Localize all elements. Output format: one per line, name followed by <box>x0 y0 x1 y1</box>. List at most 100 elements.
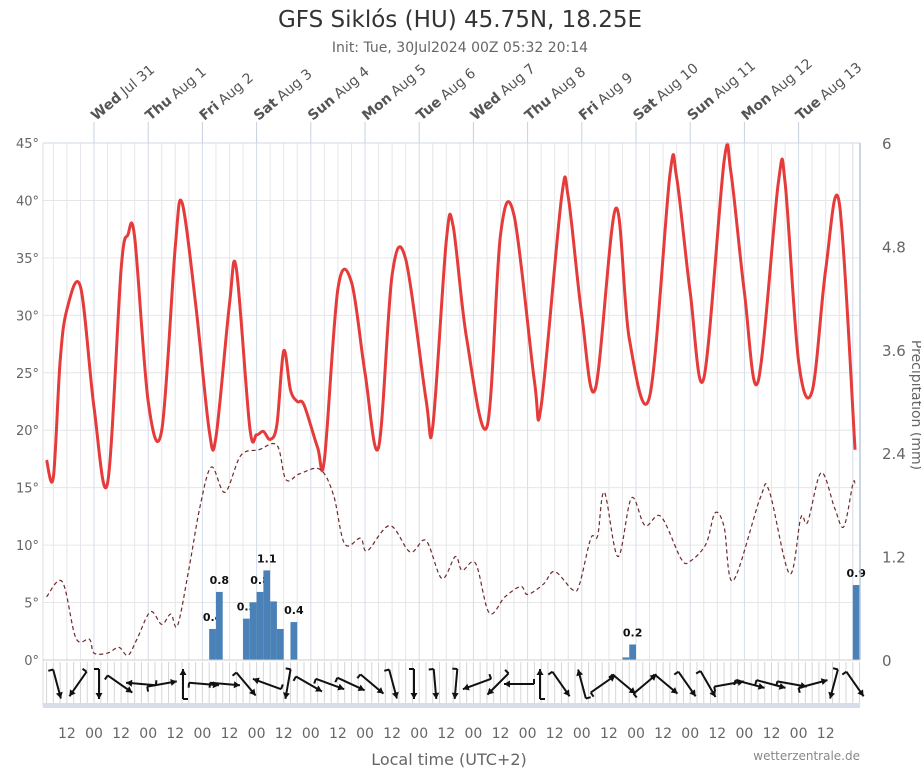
day-label-date: Aug 7 <box>497 61 538 99</box>
wind-arrow <box>536 669 545 700</box>
y-left-tick-label: 5° <box>24 597 39 612</box>
y-left-tick-label: 15° <box>16 482 39 497</box>
wind-arrow-barb <box>285 667 291 671</box>
x-tick-label: 00 <box>193 726 211 742</box>
wind-arrow-head <box>125 686 133 693</box>
day-label-date: Jul 31 <box>117 62 158 100</box>
wind-arrow-barb <box>547 670 553 676</box>
x-tick-label: 00 <box>573 726 591 742</box>
wind-arrow-barb <box>356 673 362 679</box>
wind-arrow-head <box>432 692 440 699</box>
x-tick-label: 00 <box>464 726 482 742</box>
y-right-tick-label: 6 <box>882 135 892 153</box>
x-tick-label: 00 <box>790 726 808 742</box>
wind-arrow-head <box>95 693 103 699</box>
precipitation-bar <box>622 657 630 660</box>
x-tick-label: 12 <box>492 726 510 742</box>
wind-arrow <box>486 669 510 696</box>
precipitation-bar <box>249 602 257 660</box>
wind-arrow-head <box>828 691 836 699</box>
x-tick-label: 12 <box>383 726 401 742</box>
wind-arrow <box>384 668 399 699</box>
credit-text[interactable]: wetterzentrale.de <box>753 749 860 763</box>
x-tick-label: 00 <box>410 726 428 742</box>
y-left-tick-label: 20° <box>16 424 39 439</box>
wind-arrow <box>504 679 535 688</box>
day-label-date: Aug 2 <box>215 70 256 108</box>
day-label: SatAug 3 <box>251 66 316 124</box>
grid <box>43 142 861 708</box>
x-tick-label: 00 <box>519 726 537 742</box>
wind-arrow-head <box>778 682 786 690</box>
precipitation-bar <box>290 622 298 660</box>
y-left-tick-label: 35° <box>16 252 39 267</box>
wind-arrow-barb <box>797 687 801 693</box>
wind-arrow-barb <box>589 692 595 698</box>
precipitation-bar <box>263 570 271 660</box>
wind-arrow <box>94 668 103 699</box>
wind-arrow <box>733 679 765 690</box>
wind-arrow-barb <box>334 677 339 683</box>
day-label-date: Aug 13 <box>817 60 865 104</box>
day-label-weekday: Mon <box>359 90 395 124</box>
wind-arrow-head <box>376 687 384 694</box>
time-axis-band <box>43 703 860 708</box>
wind-arrow <box>632 673 658 699</box>
wind-arrow <box>451 667 459 700</box>
y-left-tick-label: 25° <box>16 367 39 382</box>
day-label-date: Aug 4 <box>331 64 373 102</box>
x-tick-label: 00 <box>139 726 157 742</box>
dewpoint-line <box>46 442 856 657</box>
day-label-weekday: Tue <box>793 94 824 124</box>
wind-arrow <box>179 669 188 700</box>
day-label-date: Aug 12 <box>767 56 815 100</box>
wind-arrow-barb <box>504 669 510 675</box>
wind-arrow <box>48 668 63 699</box>
day-label-weekday: Thu <box>142 93 175 124</box>
wind-arrow-barb <box>832 667 839 671</box>
wind-arrow-head <box>628 687 636 694</box>
wind-arrow-head <box>410 693 418 699</box>
wind-arrow-barb <box>231 671 238 677</box>
wind-arrow <box>428 668 440 700</box>
x-tick-label: 00 <box>85 726 103 742</box>
precipitation-data-label: 0.8 <box>210 574 230 587</box>
wind-arrow-head <box>249 688 256 696</box>
y-left-tick-label: 0° <box>24 654 39 669</box>
wind-arrow <box>68 668 88 697</box>
y-left-tick-label: 40° <box>16 194 39 209</box>
wind-arrow-head <box>576 669 584 677</box>
wind-arrow <box>576 669 591 700</box>
wind-arrow-barb <box>608 673 614 679</box>
precipitation-bars: 0.40.80.50.81.10.40.20.9 <box>203 552 866 660</box>
day-label-date: Aug 3 <box>274 66 315 104</box>
x-tick-label: 12 <box>166 726 184 742</box>
x-tick-label: 12 <box>329 726 347 742</box>
wind-arrow <box>356 673 385 695</box>
wind-arrow-barb <box>713 686 717 692</box>
wind-arrow-head <box>179 669 187 675</box>
wind-arrow-head <box>126 679 133 687</box>
precipitation-data-label: 0.2 <box>623 626 643 639</box>
x-tick-label: 12 <box>654 726 672 742</box>
precipitation-bar <box>215 591 223 660</box>
day-label-date: Aug 10 <box>653 60 701 104</box>
wind-arrow-barb <box>488 673 493 680</box>
day-label-date: Aug 11 <box>711 58 759 102</box>
chart-subtitle: Init: Tue, 30Jul2024 00Z 05:32 20:14 <box>332 40 588 56</box>
y-right-axis-title: Precipitation (mm) <box>908 340 921 470</box>
x-tick-label: 12 <box>221 726 239 742</box>
precipitation-bar <box>243 618 250 660</box>
y-right-tick-label: 4.8 <box>882 238 906 256</box>
wind-arrow-head <box>357 684 365 691</box>
wind-arrow <box>146 678 177 692</box>
wind-arrow-barb <box>841 670 847 676</box>
day-label-weekday: Fri <box>197 99 223 124</box>
wind-arrow-barb <box>48 668 54 672</box>
y-right-tick-label: 2.4 <box>882 445 906 463</box>
wind-arrow <box>695 670 717 698</box>
y-right-tick-label: 1.2 <box>882 549 906 567</box>
wind-arrow-barb <box>673 670 679 676</box>
wind-arrow-head <box>252 677 260 685</box>
